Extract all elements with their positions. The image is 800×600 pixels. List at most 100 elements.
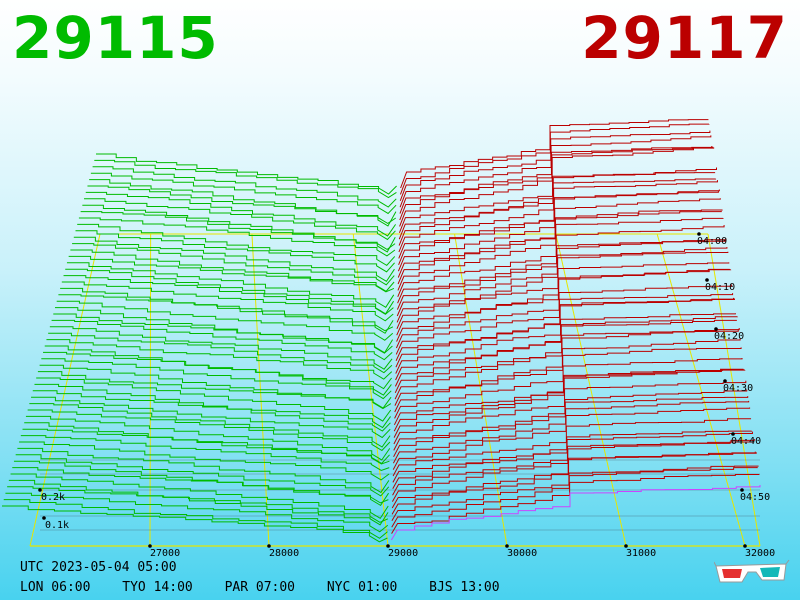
world-clocks: LON 06:00 TYO 14:00 PAR 07:00 NYC 01:00 …: [20, 580, 524, 595]
ask-depth-line: [391, 452, 757, 515]
ask-depth-line: [393, 380, 747, 445]
ask-depth-line: [392, 418, 752, 477]
bid-depth-line: [7, 486, 389, 523]
time-tick-label: 04:50: [740, 492, 770, 503]
bid-depth-line: [75, 230, 395, 273]
bid-depth-line: [10, 473, 389, 520]
bid-depth-line: [49, 326, 393, 370]
bid-depth-line: [5, 492, 389, 533]
bid-depth-line: [17, 447, 390, 494]
ask-depth-line: [398, 167, 718, 246]
clock-bjs: BJS 13:00: [429, 580, 500, 595]
time-tick-mark: [697, 232, 701, 236]
price-tick-label: 29000: [388, 548, 418, 559]
price-tick-label: 31000: [626, 548, 656, 559]
ask-depth-line: [391, 438, 755, 502]
ask-depth-line: [398, 189, 720, 265]
ask-depth-line: [392, 430, 752, 483]
price-tick-mark: [148, 544, 152, 548]
bid-depth-line: [44, 345, 392, 390]
ask-depth-line: [395, 297, 735, 362]
bid-depth-line: [94, 159, 397, 199]
ask-depth-line: [397, 198, 721, 272]
volume-tick-label: 0.1k: [45, 520, 69, 531]
bid-depth-line: [22, 428, 390, 465]
bid-depth-line: [20, 435, 390, 471]
volume-tick-mark: [38, 488, 42, 492]
ask-depth-line: [393, 368, 744, 426]
ask-depth-line: [398, 178, 717, 240]
ask-depth-line: [393, 396, 749, 458]
utc-timestamp: UTC 2023-05-04 05:00: [20, 560, 177, 575]
bid-depth-line: [36, 377, 392, 422]
bid-depth-line: [12, 467, 389, 504]
bid-depth-line: [15, 454, 390, 497]
ask-depth-line: [393, 389, 748, 451]
price-tick-label: 32000: [745, 548, 775, 559]
bid-depth-line: [96, 153, 397, 195]
bid-depth-line: [31, 396, 391, 439]
grid-line: [555, 233, 627, 547]
ask-depth-line: [396, 262, 730, 330]
ask-depth-line: [395, 298, 735, 368]
3d-glasses-icon[interactable]: [714, 558, 790, 588]
bid-depth-line: [89, 179, 397, 227]
clock-par: PAR 07:00: [224, 580, 296, 595]
ask-depth-line: [394, 347, 742, 413]
time-tick-label: 04:20: [714, 331, 744, 342]
ask-depth-line: [393, 369, 745, 432]
ask-depth-line: [398, 180, 718, 253]
price-tick-mark: [624, 544, 628, 548]
time-tick-mark: [740, 488, 744, 492]
price-tick-mark: [267, 544, 271, 548]
bid-depth-line: [68, 255, 395, 293]
bid-depth-line: [41, 358, 392, 400]
ask-depth-line: [396, 268, 731, 336]
grid-line: [656, 233, 746, 547]
clock-lon: LON 06:00: [20, 580, 91, 595]
bid-depth-line: [53, 313, 393, 354]
ask-depth-line: [390, 485, 761, 541]
ask-depth-line: [396, 247, 728, 317]
clock-nyc: NYC 01:00: [326, 580, 398, 595]
bid-depth-line: [19, 441, 390, 481]
bid-depth-line: [77, 223, 396, 267]
time-tick-label: 04:10: [705, 282, 735, 293]
bid-depth-line: [51, 319, 393, 361]
time-tick-label: 04:00: [697, 236, 727, 247]
time-tick-label: 04:30: [723, 383, 753, 394]
ask-depth-line: [395, 293, 734, 355]
bid-depth-line: [87, 185, 397, 225]
bid-depth-line: [37, 371, 392, 410]
ask-price: 29117: [581, 4, 788, 72]
bid-depth-line: [39, 364, 392, 409]
ask-depth-line: [399, 146, 714, 221]
ask-depth-line: [396, 251, 729, 323]
bid-depth-line: [73, 236, 395, 283]
ask-depth-line: [395, 284, 733, 349]
ask-depth-line: [399, 135, 712, 208]
ask-depth-line: [396, 269, 732, 342]
ask-depth-line: [398, 172, 716, 233]
ask-depth-line: [391, 465, 759, 528]
bid-depth-line: [58, 294, 394, 332]
bid-depth-line: [34, 383, 391, 429]
price-tick-label: 30000: [507, 548, 537, 559]
ask-depth-line: [399, 123, 710, 195]
price-tick-label: 27000: [150, 548, 180, 559]
bid-depth-line: [78, 217, 396, 257]
price-tick-mark: [743, 544, 747, 548]
bid-depth-line: [8, 479, 389, 526]
grid-line: [149, 233, 152, 547]
volume-tick-mark: [42, 516, 46, 520]
bid-price: 29115: [12, 4, 219, 72]
bid-depth-line: [84, 198, 396, 241]
volume-tick-label: 0.2k: [41, 492, 65, 503]
ask-depth-line: [399, 146, 713, 214]
price-tick-mark: [386, 544, 390, 548]
ask-depth-line: [400, 119, 709, 189]
bid-depth-line: [32, 390, 391, 432]
time-tick-label: 04:40: [731, 436, 761, 447]
time-tick-mark: [714, 327, 718, 331]
